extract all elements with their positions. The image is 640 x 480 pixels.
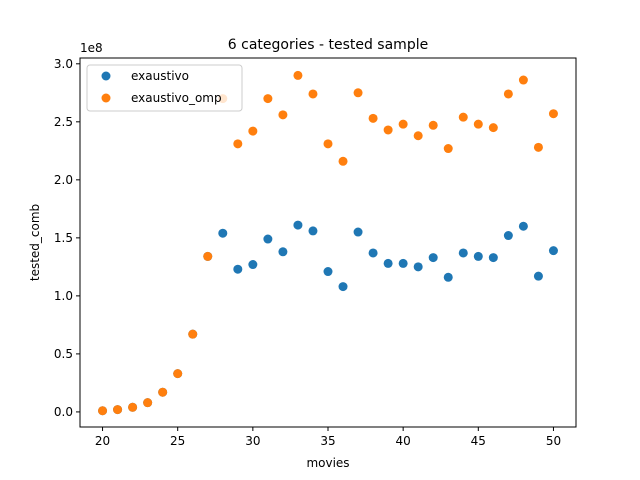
legend-marker-exaustivo xyxy=(101,71,111,81)
y-axis-label: tested_comb xyxy=(28,204,42,281)
point-exaustivo-omp-37 xyxy=(353,88,363,98)
point-exaustivo-omp-41 xyxy=(413,131,423,141)
point-exaustivo-omp-23 xyxy=(143,398,153,408)
point-exaustivo-omp-42 xyxy=(428,120,438,130)
point-exaustivo-49 xyxy=(533,271,543,281)
point-exaustivo-39 xyxy=(383,258,393,268)
axes-frame xyxy=(79,57,577,428)
point-exaustivo-35 xyxy=(323,267,333,277)
x-tick-label: 25 xyxy=(170,434,185,448)
point-exaustivo-omp-29 xyxy=(233,139,243,149)
point-exaustivo-omp-31 xyxy=(263,94,273,104)
point-exaustivo-omp-26 xyxy=(188,329,198,339)
y-tick-label: 1.0 xyxy=(54,289,73,303)
point-exaustivo-omp-22 xyxy=(128,402,138,412)
y-axis: 0.0 0.5 1.0 1.5 2.0 2.5 3.0 xyxy=(54,57,80,419)
point-exaustivo-43 xyxy=(443,272,453,282)
x-tick-label: 30 xyxy=(245,434,260,448)
x-axis: 20 25 30 35 40 45 50 xyxy=(95,427,561,448)
point-exaustivo-omp-21 xyxy=(113,405,123,415)
point-exaustivo-omp-48 xyxy=(518,75,528,85)
point-exaustivo-omp-25 xyxy=(173,369,183,379)
point-exaustivo-omp-27 xyxy=(203,251,213,261)
point-exaustivo-omp-35 xyxy=(323,139,333,149)
legend-marker-exaustivo-omp xyxy=(101,93,111,103)
chart-title: 6 categories - tested sample xyxy=(228,37,428,53)
point-exaustivo-omp-49 xyxy=(533,142,543,152)
point-exaustivo-38 xyxy=(368,248,378,258)
point-exaustivo-40 xyxy=(398,258,408,268)
x-tick-label: 40 xyxy=(396,434,411,448)
y-tick-label: 2.5 xyxy=(54,115,73,129)
legend-label-exaustivo-omp: exaustivo_omp xyxy=(131,91,222,105)
point-exaustivo-41 xyxy=(413,262,423,272)
plot-area xyxy=(98,70,558,416)
point-exaustivo-omp-38 xyxy=(368,113,378,123)
point-exaustivo-30 xyxy=(248,260,258,270)
point-exaustivo-46 xyxy=(488,253,498,263)
point-exaustivo-omp-45 xyxy=(473,119,483,129)
point-exaustivo-omp-47 xyxy=(503,89,513,99)
y-offset-text: 1e8 xyxy=(80,41,103,55)
legend-box xyxy=(86,64,243,112)
point-exaustivo-34 xyxy=(308,226,318,236)
x-axis-label: movies xyxy=(306,456,349,470)
legend-label-exaustivo: exaustivo xyxy=(131,69,189,83)
point-exaustivo-50 xyxy=(548,246,558,256)
point-exaustivo-37 xyxy=(353,227,363,237)
point-exaustivo-omp-39 xyxy=(383,125,393,135)
point-exaustivo-36 xyxy=(338,282,348,292)
point-exaustivo-omp-43 xyxy=(443,144,453,154)
point-exaustivo-44 xyxy=(458,248,468,258)
point-exaustivo-33 xyxy=(293,220,303,230)
point-exaustivo-omp-20 xyxy=(98,406,108,416)
point-exaustivo-omp-40 xyxy=(398,119,408,129)
point-exaustivo-47 xyxy=(503,231,513,241)
point-exaustivo-32 xyxy=(278,247,288,257)
x-tick-label: 20 xyxy=(95,434,110,448)
point-exaustivo-45 xyxy=(473,251,483,261)
point-exaustivo-omp-34 xyxy=(308,89,318,99)
point-exaustivo-omp-24 xyxy=(158,387,168,397)
x-tick-label: 35 xyxy=(320,434,335,448)
x-tick-label: 45 xyxy=(471,434,486,448)
point-exaustivo-omp-44 xyxy=(458,112,468,122)
point-exaustivo-omp-50 xyxy=(548,109,558,119)
y-tick-label: 2.0 xyxy=(54,173,73,187)
point-exaustivo-omp-32 xyxy=(278,110,288,120)
point-exaustivo-omp-36 xyxy=(338,156,348,166)
point-exaustivo-29 xyxy=(233,264,243,274)
y-tick-label: 0.0 xyxy=(54,405,73,419)
y-tick-label: 3.0 xyxy=(54,57,73,71)
y-tick-label: 0.5 xyxy=(54,347,73,361)
x-tick-label: 50 xyxy=(546,434,561,448)
point-exaustivo-omp-30 xyxy=(248,126,258,136)
point-exaustivo-42 xyxy=(428,253,438,263)
point-exaustivo-omp-46 xyxy=(488,123,498,133)
point-exaustivo-28 xyxy=(218,228,228,238)
legend: exaustivo exaustivo_omp xyxy=(86,64,243,112)
point-exaustivo-omp-33 xyxy=(293,70,303,80)
point-exaustivo-31 xyxy=(263,234,273,244)
point-exaustivo-48 xyxy=(518,221,528,231)
y-tick-label: 1.5 xyxy=(54,231,73,245)
